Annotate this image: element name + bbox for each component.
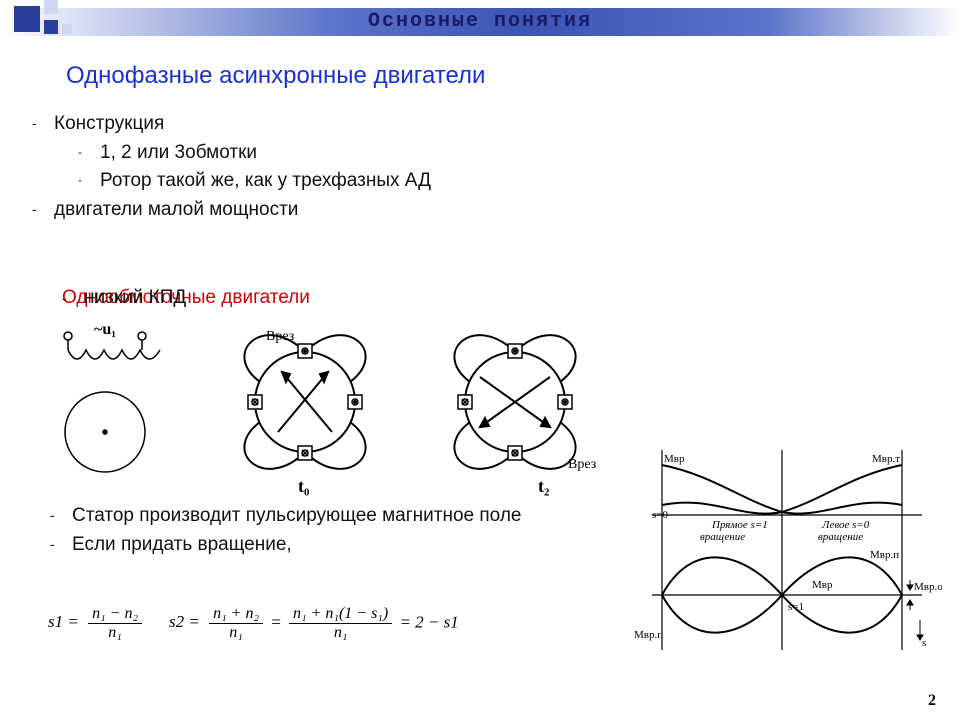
bullet-list-mid: Статор производит пульсирующее магнитное… — [72, 502, 522, 559]
svg-text:Левое s=0: Левое s=0 — [821, 519, 870, 531]
brez-label-1: Bрез — [266, 329, 295, 344]
svg-text:Прямое s=1: Прямое s=1 — [711, 519, 768, 531]
page-subtitle: Однофазные асинхронные двигатели — [66, 62, 485, 90]
bullet-stator: Статор производит пульсирующее магнитное… — [72, 502, 522, 531]
svg-text:s=1: s=1 — [788, 601, 804, 613]
page-number: 2 — [928, 692, 936, 710]
svg-text:Mвр.п: Mвр.п — [870, 549, 899, 561]
t2-label: t₂ — [538, 476, 549, 496]
bullet-rotor: Ротор такой же, как у трехфазных АД — [100, 167, 431, 196]
header-title: Основные понятия — [0, 10, 960, 33]
bullet-list-top: Конструкция 1, 2 или 3обмотки Ротор тако… — [54, 110, 431, 224]
svg-text:Mвр.о: Mвр.о — [914, 581, 942, 593]
bullet-construction: Конструкция — [54, 110, 431, 139]
torque-chart: Mвр Mвр.т s=0 Прямое s=1 Левое s=0 враще… — [622, 440, 942, 670]
rotor-field-t0: Bрез t₀ — [210, 322, 400, 497]
field-diagram: ~u₁ Bрез t₀ — [50, 322, 630, 492]
rotor-field-t2: Bрез t₂ — [420, 322, 620, 497]
formula-s1: s1 = n₁ − n₂n₁ — [48, 605, 145, 642]
black-overlap-text: низкий КПД — [84, 287, 960, 309]
bullet-windings: 1, 2 или 3обмотки — [100, 139, 431, 168]
formula-s2: s2 = n₁ + n₂n₁ = n₁ + n₁(1 − s₁)n₁ = 2 −… — [169, 605, 459, 642]
svg-text:Mвр: Mвр — [812, 579, 833, 591]
t0-label: t₀ — [298, 476, 309, 496]
svg-text:вращение: вращение — [700, 531, 745, 543]
bullet-rotation: Если придать вращение, — [72, 531, 522, 560]
coil-diagram: ~u₁ — [50, 322, 190, 492]
svg-text:s: s — [922, 637, 926, 649]
bullet-lowpower: двигатели малой мощности — [54, 196, 431, 225]
svg-text:Mвр.т: Mвр.т — [872, 453, 900, 465]
header-bar: Основные понятия — [0, 0, 960, 42]
svg-text:Mвр: Mвр — [664, 453, 685, 465]
svg-text:s=0: s=0 — [652, 509, 668, 521]
svg-text:вращение: вращение — [818, 531, 863, 543]
slip-formulas: s1 = n₁ − n₂n₁ s2 = n₁ + n₂n₁ = n₁ + n₁(… — [48, 605, 459, 642]
svg-text:Mвр.п: Mвр.п — [634, 629, 663, 641]
brez-label-2: Bрез — [568, 457, 597, 472]
u1-label: ~u₁ — [94, 322, 116, 338]
